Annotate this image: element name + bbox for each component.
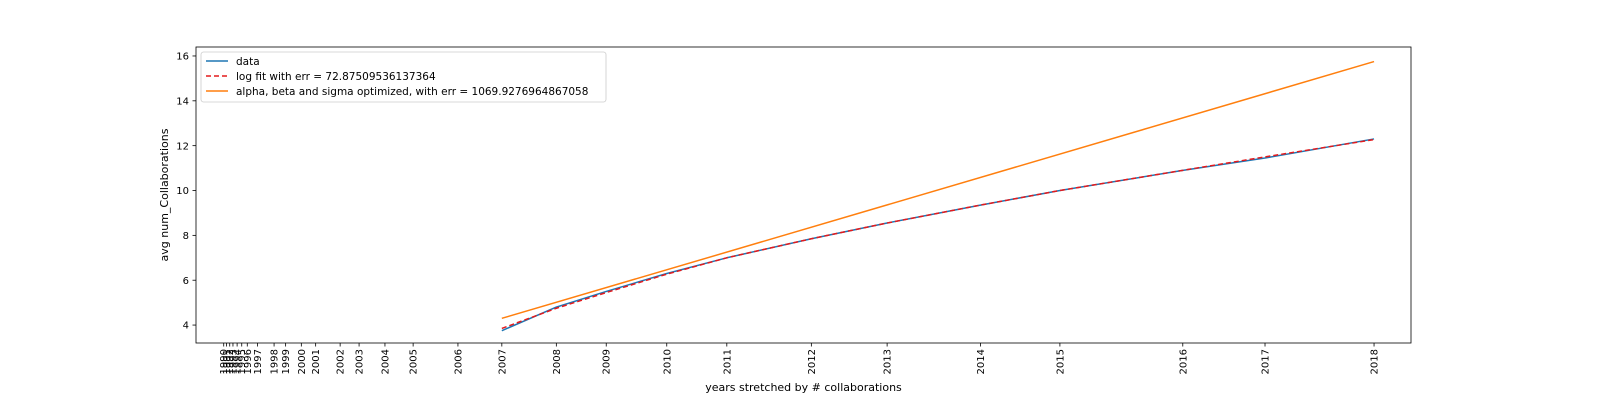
- y-tick-label: 16: [176, 52, 189, 63]
- x-tick-label: 1993: [228, 349, 239, 374]
- x-tick-label: 2012: [807, 349, 818, 374]
- x-tick-label: 2002: [336, 349, 347, 374]
- legend-entry-label: alpha, beta and sigma optimized, with er…: [236, 86, 588, 98]
- plot-lines: [501, 60, 1375, 332]
- x-tick-label: 1994: [233, 349, 244, 374]
- y-tick-label: 6: [183, 276, 189, 287]
- series-line-1: [501, 138, 1375, 332]
- x-tick-label: 2004: [380, 349, 391, 374]
- legend: data log fit with err = 72.87509536137364…: [200, 51, 607, 103]
- plot-frame: [195, 46, 1412, 344]
- x-tick-label: 2014: [976, 349, 987, 374]
- y-tick-label: 12: [176, 141, 189, 152]
- x-tick-label: 1992: [225, 349, 236, 374]
- x-tick-label: 2011: [722, 349, 733, 374]
- y-tick-label: 14: [176, 96, 189, 107]
- x-tick-label: 1991: [222, 349, 233, 374]
- x-tick-label: 1998: [270, 349, 281, 374]
- x-tick-label: 2006: [453, 349, 464, 374]
- y-tick-label: 4: [183, 321, 189, 332]
- legend-box: [200, 51, 607, 103]
- x-axis-label: years stretched by # collaborations: [705, 381, 902, 394]
- legend-entry-label: log fit with err = 72.87509536137364: [236, 71, 436, 83]
- y-axis: 4 6 8 10 12 14 16: [176, 52, 196, 332]
- x-tick-label: 2010: [662, 349, 673, 374]
- x-tick-label: 2013: [883, 349, 894, 374]
- series-line-3: [501, 60, 1375, 320]
- y-tick-label: 10: [176, 186, 189, 197]
- x-tick-label: 1997: [253, 349, 264, 374]
- x-tick-label: 1995: [237, 349, 248, 374]
- y-axis-label: avg num_Collaborations: [158, 128, 171, 261]
- x-tick-label: 2018: [1370, 349, 1381, 374]
- series-line-2: [501, 138, 1375, 330]
- x-tick-label: 2007: [497, 349, 508, 374]
- y-tick-label: 8: [183, 231, 189, 242]
- x-tick-label: 1999: [281, 349, 292, 374]
- x-tick-label: 1996: [243, 349, 254, 374]
- x-tick-label: 2003: [355, 349, 366, 374]
- x-tick-label: 2017: [1261, 349, 1272, 374]
- x-tick-label: 2015: [1055, 349, 1066, 374]
- x-tick-label: 2008: [552, 349, 563, 374]
- x-tick-label: 2001: [311, 349, 322, 374]
- legend-entry-label: data: [236, 56, 260, 68]
- x-tick-label: 2000: [297, 349, 308, 374]
- x-tick-label: 2009: [602, 349, 613, 374]
- x-tick-label: 2005: [409, 349, 420, 374]
- x-tick-label: 2016: [1178, 349, 1189, 374]
- x-tick-label: 1990: [219, 349, 230, 374]
